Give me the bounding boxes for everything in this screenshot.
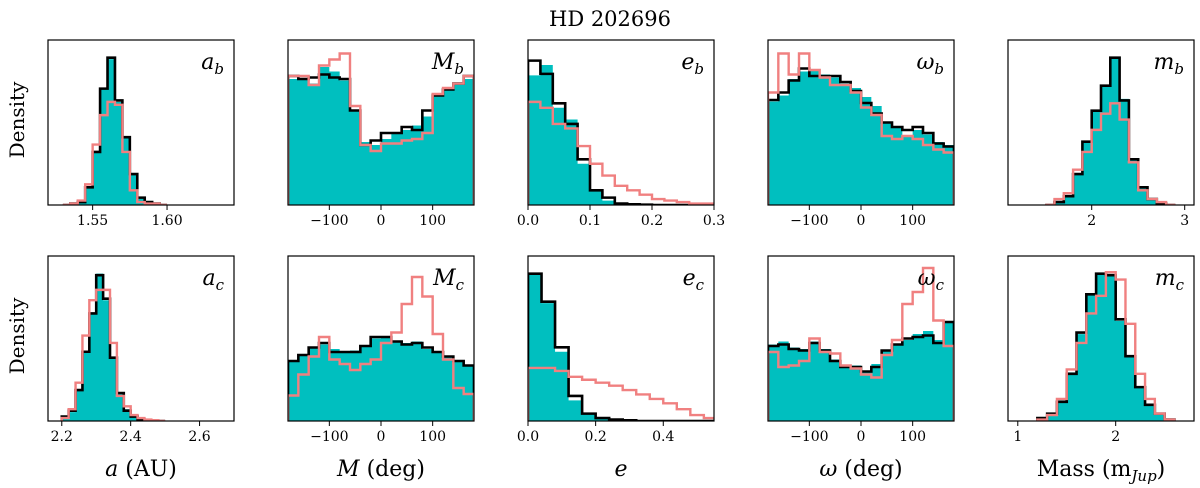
series-filled-histogram [62, 59, 168, 205]
x-tick-label: 2 [1111, 429, 1120, 445]
figure-title: HD 202696 [549, 7, 671, 31]
series-black-histogram [528, 59, 714, 205]
panel-M-c: −100 0 100 Mc [287, 255, 475, 445]
series-red-histogram [1045, 102, 1176, 205]
row-1-ylabel: Density [5, 81, 29, 158]
x-tick-label: 2.4 [120, 429, 142, 445]
series-red-histogram [60, 288, 166, 421]
x-tick-label: 0 [377, 429, 386, 445]
series-filled-histogram [61, 273, 166, 421]
x-tick-label: 3 [1180, 213, 1189, 229]
panel-label: ac [202, 266, 224, 294]
x-tick-label: 2 [1087, 213, 1096, 229]
panel-frame [1007, 39, 1195, 206]
series-filled-histogram [768, 70, 954, 205]
panel-frame [47, 255, 235, 422]
panel-e-b: 0.0 0.1 0.2 0.3 eb [517, 39, 725, 229]
series-red-histogram [768, 266, 954, 421]
panel-ω-b: −100 0 100 ωb [767, 39, 955, 229]
xlabel-column-3: e [614, 457, 627, 482]
x-tick-label: 1.55 [77, 213, 108, 229]
series-black-histogram [768, 67, 954, 205]
panel-a-c: 2.2 2.4 2.6 ac [47, 255, 235, 445]
panel-m-b: 2 3 mb [1007, 39, 1195, 229]
x-tick-label: 100 [419, 429, 446, 445]
x-tick-label: 0.4 [652, 429, 674, 445]
series-red-histogram [768, 52, 954, 205]
panel-label: eb [681, 50, 704, 78]
panel-label: ωb [916, 50, 944, 78]
panel-e-c: 0.0 0.2 0.4 ec [517, 255, 715, 445]
panel-label: mc [1155, 266, 1185, 294]
x-tick-label: 0 [377, 213, 386, 229]
panel-M-b: −100 0 100 Mb [287, 39, 475, 229]
panel-frame [527, 39, 715, 206]
series-red-histogram [288, 275, 474, 421]
x-tick-label: −100 [310, 429, 348, 445]
series-red-histogram [62, 100, 168, 205]
x-tick-label: 0.2 [585, 429, 607, 445]
series-filled-histogram [288, 337, 474, 421]
x-tick-label: −100 [310, 213, 348, 229]
xlabel-column-4: ω (deg) [819, 457, 902, 482]
series-red-histogram [528, 100, 714, 205]
x-tick-label: 0 [857, 213, 866, 229]
panel-ω-c: −100 0 100 ωc [767, 255, 955, 445]
series-filled-histogram [1045, 57, 1176, 205]
series-red-histogram [1036, 271, 1176, 421]
panel-label: Mc [432, 266, 465, 294]
x-tick-label: 100 [899, 429, 926, 445]
panel-frame [527, 255, 715, 422]
series-filled-histogram [528, 273, 714, 421]
x-tick-label: 2.2 [51, 429, 73, 445]
panel-m-c: 1 2 mc [1007, 255, 1195, 445]
panel-frame [47, 39, 235, 206]
series-black-histogram [528, 272, 714, 421]
series-filled-histogram [288, 67, 474, 205]
series-red-histogram [288, 52, 474, 205]
x-tick-label: 100 [899, 213, 926, 229]
x-tick-label: −100 [790, 213, 828, 229]
xlabel-column-2: M (deg) [336, 457, 425, 482]
panel-label: ωc [918, 266, 945, 294]
panel-label: mb [1154, 50, 1184, 78]
x-tick-label: 0.3 [703, 213, 725, 229]
series-black-histogram [62, 56, 168, 205]
panel-label: Mb [431, 50, 464, 78]
series-filled-histogram [528, 65, 714, 205]
panel-frame [1007, 255, 1195, 422]
xlabel-column-5: Mass (mJup) [1037, 457, 1166, 485]
x-tick-label: 0.0 [517, 213, 539, 229]
panel-label: ab [201, 50, 224, 78]
row-2-ylabel: Density [5, 297, 29, 374]
x-tick-label: 0.1 [579, 213, 601, 229]
x-tick-label: 0.2 [641, 213, 663, 229]
x-tick-label: 1 [1013, 429, 1022, 445]
x-tick-label: 0 [857, 429, 866, 445]
series-filled-histogram [1037, 273, 1175, 421]
x-tick-label: 0.0 [517, 429, 539, 445]
series-red-histogram [528, 366, 714, 421]
column-xlabels: a (AU) M (deg) e ω (deg) Mass (mJup) [105, 457, 1165, 485]
panel-label: ec [683, 266, 705, 294]
x-tick-label: 2.6 [188, 429, 210, 445]
xlabel-column-1: a (AU) [105, 457, 177, 482]
x-tick-label: 100 [419, 213, 446, 229]
x-tick-label: −100 [790, 429, 828, 445]
x-tick-label: 1.60 [151, 213, 182, 229]
panel-a-b: 1.55 1.60 ab [47, 39, 235, 229]
